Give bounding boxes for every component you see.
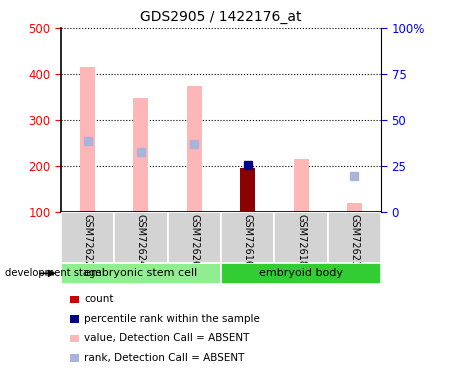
Text: GSM72618: GSM72618 (296, 214, 306, 267)
Text: percentile rank within the sample: percentile rank within the sample (84, 314, 260, 324)
Text: GSM72616: GSM72616 (243, 214, 253, 267)
Text: count: count (84, 294, 114, 304)
Text: GSM72621: GSM72621 (350, 214, 359, 267)
Bar (61, 262, 221, 284)
Bar (187, 86, 202, 212)
Bar (168, 212, 221, 262)
Bar (80, 67, 95, 212)
Bar (114, 212, 168, 262)
Bar (294, 159, 308, 212)
Text: GSM72624: GSM72624 (136, 214, 146, 267)
Bar (61, 212, 114, 262)
Bar (133, 98, 148, 212)
Text: rank, Detection Call = ABSENT: rank, Detection Call = ABSENT (84, 353, 245, 363)
Bar (221, 212, 274, 262)
Title: GDS2905 / 1422176_at: GDS2905 / 1422176_at (140, 10, 302, 24)
Text: embryoid body: embryoid body (259, 268, 343, 278)
Bar (347, 202, 362, 212)
Bar (240, 168, 255, 212)
Text: GSM72622: GSM72622 (83, 214, 92, 268)
Text: GSM72626: GSM72626 (189, 214, 199, 267)
Text: value, Detection Call = ABSENT: value, Detection Call = ABSENT (84, 333, 250, 343)
Bar (328, 212, 381, 262)
Text: development stage: development stage (5, 268, 101, 278)
Text: embryonic stem cell: embryonic stem cell (84, 268, 198, 278)
Bar (274, 212, 328, 262)
Bar (221, 262, 381, 284)
